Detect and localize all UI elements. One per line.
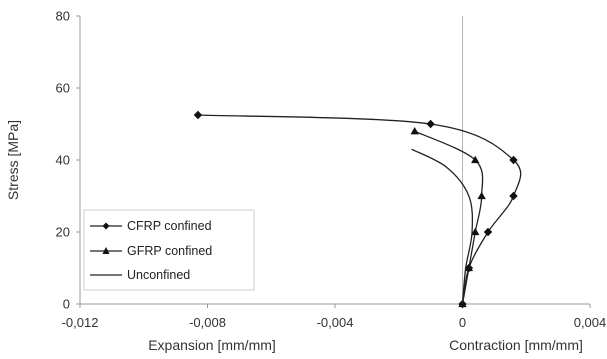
data-point-cfrp: [509, 191, 518, 201]
x-axis-title-expansion: Expansion [mm/mm]: [148, 337, 276, 353]
legend-item-gfrp: GFRP confined: [90, 244, 212, 258]
axes: 0 20 40 60 80 -0,012 -0,008 -0,004 0 0,004: [56, 9, 607, 331]
legend-item-cfrp: CFRP confined: [90, 219, 212, 233]
legend-diamond-marker: [102, 222, 110, 230]
data-point-gfrp: [471, 155, 480, 164]
legend-label-cfrp: CFRP confined: [127, 219, 212, 233]
legend-item-unconfined: Unconfined: [90, 268, 190, 282]
x-tick-label: -0,012: [62, 315, 99, 330]
legend-label-gfrp: GFRP confined: [127, 244, 212, 258]
y-tick-label: 80: [56, 9, 70, 24]
data-point-cfrp: [426, 119, 435, 129]
data-point-gfrp: [464, 263, 474, 272]
x-tick-label: -0,008: [189, 315, 226, 330]
data-point-gfrp: [477, 191, 486, 200]
x-tick-label: 0: [459, 315, 466, 330]
y-tick-label: 40: [56, 153, 70, 168]
x-axis-title-contraction: Contraction [mm/mm]: [449, 337, 583, 353]
data-point-gfrp: [471, 227, 480, 236]
x-tick-label: -0,004: [317, 315, 354, 330]
x-tick-label: 0,004: [574, 315, 607, 330]
y-tick-label: 60: [56, 81, 70, 96]
plot-area: [193, 110, 522, 309]
data-point-cfrp: [509, 155, 518, 165]
legend-triangle-marker: [102, 247, 110, 254]
data-point-cfrp: [193, 110, 203, 120]
data-point-cfrp: [483, 227, 493, 237]
legend-label-unconfined: Unconfined: [127, 268, 190, 282]
data-point-gfrp: [410, 127, 419, 135]
legend-box: [83, 209, 255, 291]
y-axis-title: Stress [MPa]: [5, 120, 21, 200]
legend: CFRP confined GFRP confined Unconfined: [83, 209, 255, 291]
y-tick-label: 20: [56, 225, 70, 240]
series-line-unconfined: [411, 148, 474, 305]
y-tick-label: 0: [63, 297, 70, 312]
